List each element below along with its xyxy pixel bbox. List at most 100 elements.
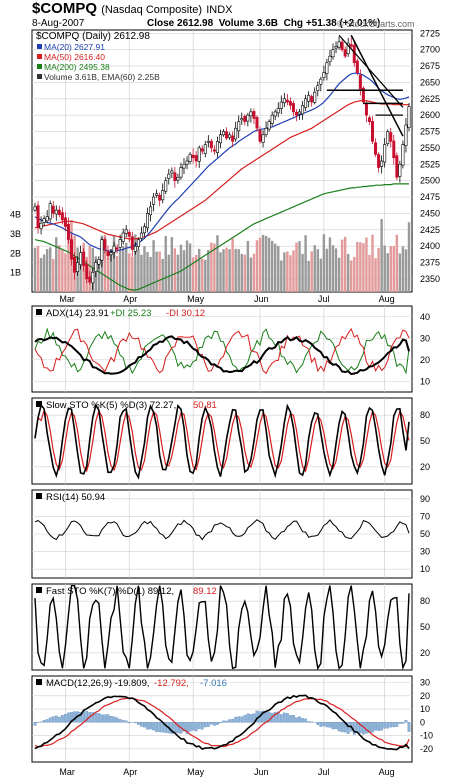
price-y-tick: 2675 [420,61,440,71]
candle-body [298,111,302,115]
price-title: $COMPQ (Daily) 2612.98 [36,31,150,42]
volume-bar [343,236,347,292]
candle-body [112,245,116,253]
x-tick-label: May [187,767,205,777]
macd-histogram-bar [112,716,116,723]
volume-bar [42,254,46,292]
candle-body [380,160,384,167]
macd-histogram-bar [143,722,146,728]
volume-bar [316,249,319,292]
candle-body [103,239,107,250]
candle-body [361,87,365,103]
macd-histogram-bar [115,717,119,723]
volume-bar [210,242,213,292]
macd-histogram-bar [79,712,82,723]
candle-body [270,114,274,124]
legend-entry: MA(50) 2616.40 [44,52,105,62]
macd-histogram-bar [127,722,131,724]
candle-body [264,127,268,135]
macd-histogram-bar [358,722,362,734]
macd-histogram-bar [97,713,101,723]
macd-histogram-bar [295,717,298,723]
volume-bar [143,246,146,292]
volume-bar [182,250,186,292]
macd-histogram-bar [325,722,329,728]
macd-histogram-bar [219,722,222,724]
volume-bar [194,255,198,292]
macd-histogram-bar [407,722,411,732]
candle-body [79,252,83,266]
volume-bar [204,259,207,292]
macd-histogram-bar [197,722,201,729]
macd-y-tick: -10 [420,731,433,741]
macd-histogram-bar [64,714,67,723]
volume-bar [231,238,234,292]
legend-entry: Volume 3.61B, EMA(60) 2.25B [44,72,160,82]
volume-bar [128,253,131,292]
volume-bar [103,234,107,292]
price-y-tick: 2575 [420,127,440,137]
panel-frame-adx [31,305,413,393]
chg-label: Chg [283,18,304,29]
candle-body [146,213,150,229]
volume-bar [359,242,362,292]
macd-histogram-bar [73,711,76,723]
volume-bar [319,258,323,292]
volume-bar [55,237,58,292]
macd-histogram-bar [182,722,186,732]
volume-bar [322,234,326,292]
trendline-down-2 [338,34,404,108]
volume-bar [277,246,280,292]
x-tick-label: Jul [318,767,330,777]
rsi-title: RSI(14) 50.94 [46,492,105,503]
minus-di-line [34,327,410,375]
macd-histogram-bar [401,722,405,724]
volume-bar [362,243,365,292]
macd-histogram-bar [404,719,408,723]
candle-body [115,247,119,250]
macd-histogram-bar [377,722,380,731]
panel-marker [36,401,42,407]
volume-bar [237,249,240,292]
fast-sto-y-tick: 20 [420,648,430,658]
volume-bar [346,253,350,292]
volume-bar [295,242,298,292]
volume-bar [252,253,256,292]
candle-body [76,262,80,272]
volume-value: 3.6B [256,18,279,29]
volume-bar [88,245,91,292]
macd-histogram-bar [191,722,195,731]
candle-body [97,258,101,265]
price-y-tick: 2625 [420,94,440,104]
candle-body [212,149,216,152]
candle-body [170,170,174,174]
credit-text: © StockCharts.com [337,19,415,29]
fast-sto-line [34,585,410,671]
volume-bar [228,249,231,292]
macd-histogram-bar [398,722,402,724]
candle-body [57,209,61,216]
candle-body [392,140,396,159]
volume-bar [334,248,338,292]
macd-histogram-bar [158,722,162,733]
volume-bar [246,240,250,292]
candle-body [127,231,131,237]
volume-bar [121,246,125,292]
candle-body [340,41,344,50]
symbol: $COMPQ [32,0,98,17]
volume-bar [392,246,396,292]
candle-body [164,180,168,192]
macd-title: MACD(12,26,9) -19.809, [46,678,150,689]
ma50-line [34,100,409,240]
volume-bar [115,255,119,292]
candle-body [386,131,390,144]
macd-histogram-bar [273,712,277,723]
volume-bar [365,237,368,292]
candle-body [173,172,177,181]
volume-bar [401,246,405,292]
macd-histogram-bar [371,722,374,733]
macd-histogram-bar [228,719,231,723]
price-y-tick: 2450 [420,208,440,218]
adx-plus-title: +DI 25.23 [110,308,151,319]
macd-y-tick: 10 [420,704,430,714]
